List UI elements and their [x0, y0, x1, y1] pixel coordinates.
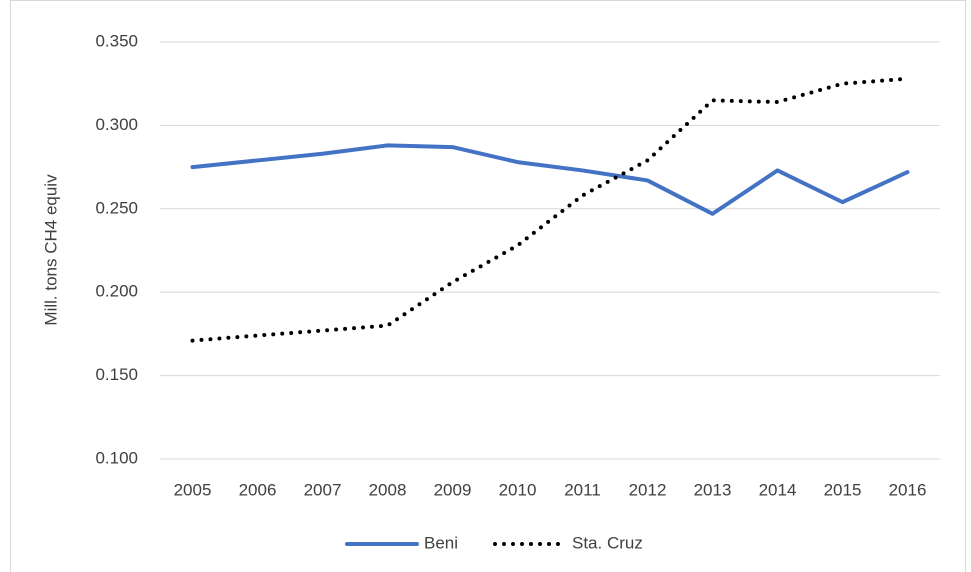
legend-label: Beni: [424, 533, 458, 552]
x-tick-label: 2009: [434, 480, 472, 499]
y-tick-label: 0.200: [95, 282, 138, 301]
x-tick-label: 2012: [629, 480, 667, 499]
y-tick-label: 0.300: [95, 115, 138, 134]
x-tick-label: 2006: [239, 480, 277, 499]
y-tick-label: 0.350: [95, 31, 138, 50]
x-tick-label: 2005: [174, 480, 212, 499]
x-tick-label: 2013: [694, 480, 732, 499]
x-tick-label: 2015: [824, 480, 862, 499]
legend-label: Sta. Cruz: [572, 533, 643, 552]
x-tick-label: 2007: [304, 480, 342, 499]
x-tick-label: 2016: [889, 480, 927, 499]
x-tick-label: 2011: [564, 480, 601, 499]
y-axis-label: Mill. tons CH4 equiv: [41, 174, 60, 326]
y-tick-label: 0.250: [95, 198, 138, 217]
series-line: [190, 143, 910, 216]
chart-border: [10, 0, 966, 572]
y-tick-label: 0.150: [95, 365, 138, 384]
y-tick-label: 0.100: [95, 448, 138, 467]
x-tick-label: 2010: [499, 480, 537, 499]
x-tick-label: 2014: [759, 480, 797, 499]
x-tick-label: 2008: [369, 480, 407, 499]
